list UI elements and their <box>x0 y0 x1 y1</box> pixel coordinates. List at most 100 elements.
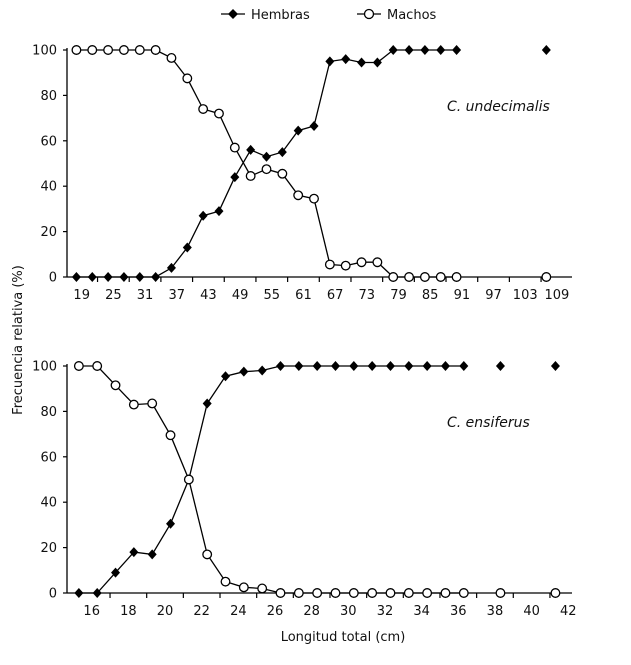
data-point-hembras <box>385 361 395 371</box>
data-point-hembras <box>404 361 414 371</box>
data-point-machos <box>134 45 145 55</box>
x-tick-label: 85 <box>422 288 439 303</box>
y-axis-label: Frecuencia relativa (%) <box>11 265 26 415</box>
data-point-hembras <box>202 398 212 409</box>
data-point-hembras <box>262 151 271 162</box>
data-point-hembras <box>440 361 450 371</box>
y-tick-label: 0 <box>49 271 57 286</box>
x-tick-label: 61 <box>295 288 312 303</box>
x-tick-label: 37 <box>168 288 185 303</box>
data-point-hembras <box>372 57 382 68</box>
data-point-hembras <box>404 45 414 55</box>
x-tick-label: 31 <box>137 288 154 303</box>
data-point-machos <box>103 45 114 55</box>
data-point-machos <box>419 272 430 282</box>
data-point-machos <box>214 108 224 119</box>
data-point-machos <box>147 398 158 409</box>
x-tick-label: 28 <box>303 604 320 619</box>
data-point-machos <box>404 272 415 282</box>
data-point-machos <box>550 588 561 598</box>
y-tick-label: 60 <box>40 450 57 465</box>
y-tick-label: 40 <box>40 180 57 195</box>
data-point-machos <box>245 171 256 181</box>
y-tick-label: 20 <box>40 541 57 556</box>
x-tick-label: 34 <box>413 604 430 619</box>
data-point-machos <box>261 164 272 175</box>
y-tick-label: 0 <box>49 587 57 602</box>
data-point-machos <box>293 190 304 201</box>
data-point-machos <box>87 45 98 55</box>
data-point-machos <box>541 272 552 282</box>
data-point-hembras <box>221 371 231 382</box>
legend-circle-marker <box>363 8 375 20</box>
data-point-hembras <box>92 588 102 598</box>
x-tick-label: 19 <box>73 288 90 303</box>
x-tick-label: 32 <box>377 604 394 619</box>
data-point-machos <box>229 142 240 153</box>
data-point-hembras <box>341 54 351 65</box>
data-point-hembras <box>87 272 97 282</box>
data-point-machos <box>150 45 161 55</box>
data-point-machos <box>367 588 378 598</box>
panel-ensiferus: 0 20 40 60 80 100 16 18 20 22 24 26 28 30 32 34 36 38 40 42 <box>32 360 576 620</box>
data-point-machos <box>257 583 268 594</box>
data-point-machos <box>92 361 103 371</box>
y-tick-label: 100 <box>32 360 57 375</box>
data-point-machos <box>198 104 209 114</box>
series-line-machos <box>76 50 546 277</box>
data-point-hembras <box>422 361 432 371</box>
data-point-machos <box>435 272 446 282</box>
data-point-machos <box>73 361 84 371</box>
data-point-hembras <box>436 45 446 55</box>
data-point-hembras <box>325 56 335 67</box>
data-point-machos <box>277 168 288 179</box>
data-point-hembras <box>275 361 285 371</box>
x-tick-label: 79 <box>390 288 407 303</box>
data-point-hembras <box>420 45 430 55</box>
data-point-machos <box>356 257 367 268</box>
x-tick-label: 16 <box>83 604 100 619</box>
data-point-hembras <box>151 272 161 282</box>
data-point-machos <box>451 272 462 282</box>
data-point-machos <box>275 588 286 598</box>
y-tick-label: 80 <box>40 405 57 420</box>
data-point-hembras <box>367 361 377 371</box>
data-point-machos <box>372 257 383 268</box>
x-tick-label: 42 <box>560 604 577 619</box>
data-point-hembras <box>495 361 505 371</box>
data-point-hembras <box>239 366 249 377</box>
data-point-machos <box>495 588 506 598</box>
data-point-machos <box>330 588 341 598</box>
x-tick-label: 40 <box>523 604 540 619</box>
legend-label-machos: Machos <box>387 8 437 23</box>
data-point-hembras <box>230 172 240 183</box>
data-point-machos <box>403 588 414 598</box>
data-point-machos <box>166 52 177 63</box>
y-tick-label: 40 <box>40 496 57 511</box>
x-tick-label: 109 <box>544 288 569 303</box>
data-point-hembras <box>309 121 319 132</box>
x-axis-label: Longitud total (cm) <box>281 630 406 645</box>
data-point-machos <box>422 588 433 598</box>
x-tick-label: 20 <box>157 604 174 619</box>
data-point-machos <box>348 588 359 598</box>
data-point-machos <box>110 380 121 391</box>
data-point-hembras <box>550 361 560 371</box>
y-tick-label: 100 <box>32 44 57 59</box>
data-point-machos <box>118 45 129 55</box>
x-tick-label: 18 <box>120 604 137 619</box>
x-tick-label: 30 <box>340 604 357 619</box>
data-point-hembras <box>452 45 462 55</box>
x-tick-label: 91 <box>454 288 471 303</box>
data-point-hembras <box>147 549 157 560</box>
data-point-hembras <box>312 361 322 371</box>
data-point-machos <box>324 259 335 270</box>
data-point-machos <box>312 588 323 598</box>
data-point-hembras <box>293 125 303 136</box>
data-point-hembras <box>74 588 84 598</box>
data-point-hembras <box>459 361 469 371</box>
data-point-machos <box>309 193 319 204</box>
panel-title-undecimalis: C. undecimalis <box>447 99 550 115</box>
legend-label-hembras: Hembras <box>251 8 310 23</box>
